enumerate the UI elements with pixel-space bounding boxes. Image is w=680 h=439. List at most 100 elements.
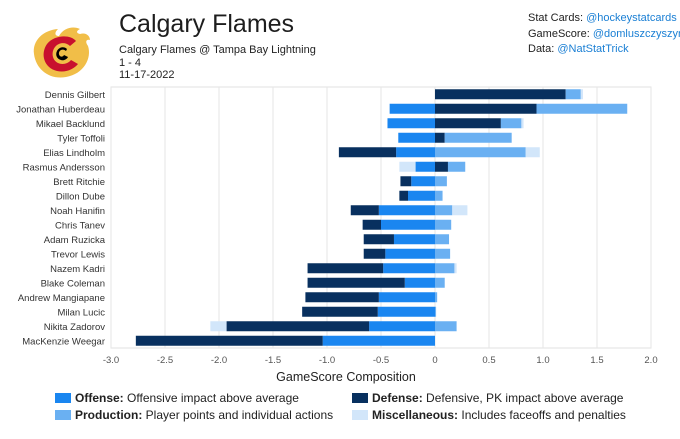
credits: Stat Cards: @hockeystatcards GameScore: … (528, 11, 680, 58)
bar-defense (435, 89, 566, 100)
x-tick-label: 2.0 (644, 355, 657, 366)
bar-production (435, 147, 526, 158)
bar-production (536, 103, 628, 114)
bar-production (500, 118, 522, 129)
bar-defense (399, 190, 408, 201)
bar-production (435, 190, 443, 201)
bar-offense (404, 277, 435, 288)
x-tick-label: -1.0 (319, 355, 335, 366)
bar-defense (302, 306, 378, 317)
bar-production (447, 161, 466, 172)
player-label: Dillon Dube (56, 191, 105, 202)
bar-defense (338, 147, 397, 158)
bar-offense (408, 190, 435, 201)
flames-logo (33, 27, 90, 78)
bar-production (435, 205, 453, 216)
bar-defense (307, 277, 405, 288)
player-label: Brett Ritchie (53, 177, 105, 188)
bar-defense (135, 335, 323, 346)
bar-offense (415, 161, 435, 172)
bar-misc (210, 321, 227, 332)
player-label: Blake Coleman (41, 278, 105, 289)
bar-offense (381, 219, 435, 230)
player-label: Chris Tanev (55, 220, 105, 231)
bar-offense (396, 147, 435, 158)
score: 1 - 4 (119, 56, 142, 69)
x-tick-label: -2.5 (157, 355, 173, 366)
bar-defense (435, 132, 445, 143)
bar-offense (387, 118, 435, 129)
bar-offense (398, 132, 435, 143)
credit-label: GameScore: (528, 27, 590, 40)
x-tick-label: 1.0 (536, 355, 549, 366)
bar-defense (400, 176, 412, 187)
bar-production (435, 248, 451, 259)
x-tick-label: -3.0 (103, 355, 119, 366)
bar-misc (580, 89, 583, 100)
player-label: MacKenzie Weegar (22, 336, 105, 347)
bar-defense (350, 205, 379, 216)
bar-offense (385, 248, 435, 259)
player-label: Trevor Lewis (51, 249, 105, 260)
credit-data: Data: @NatStatTrick (528, 42, 680, 58)
credit-label: Data: (528, 43, 555, 55)
c-letter (43, 36, 78, 72)
player-label: Nazem Kadri (50, 264, 105, 275)
bar-misc (399, 161, 416, 172)
bar-defense (226, 321, 370, 332)
bar-misc (454, 263, 457, 274)
bar-offense (411, 176, 435, 187)
credit-gamescore: GameScore: @domluszczyszyn (528, 27, 680, 43)
bar-production (435, 277, 445, 288)
bar-offense (378, 205, 435, 216)
bar-defense (363, 248, 386, 259)
x-tick-label: -1.5 (265, 355, 281, 366)
bar-offense (393, 234, 435, 245)
bar-production (444, 132, 512, 143)
bar-misc (521, 118, 524, 129)
x-tick-label: 0.5 (482, 355, 495, 366)
credit-handle-link[interactable]: @NatStatTrick (557, 43, 629, 55)
matchup: Calgary Flames @ Tampa Bay Lightning (119, 44, 316, 56)
bar-production (435, 219, 452, 230)
x-tick-label: -2.0 (211, 355, 227, 366)
bar-production (435, 321, 457, 332)
player-label: Milan Lucic (57, 307, 105, 318)
bar-production (435, 263, 455, 274)
player-label: Dennis Gilbert (45, 90, 106, 101)
bar-defense (435, 161, 448, 172)
game-info: Calgary Flames @ Tampa Bay Lightning 1 -… (119, 44, 316, 82)
bar-offense (383, 263, 435, 274)
credit-stat-cards: Stat Cards: @hockeystatcards (528, 11, 680, 27)
bar-offense (322, 335, 435, 346)
player-label: Mikael Backlund (36, 119, 105, 130)
page-title: Calgary Flames (119, 10, 295, 38)
bar-production (565, 89, 581, 100)
bar-offense (389, 103, 435, 114)
player-label: Jonathan Huberdeau (16, 104, 105, 115)
credit-handle-link[interactable]: @hockeystatcards (586, 12, 677, 24)
x-tick-label: -0.5 (373, 355, 389, 366)
bar-defense (362, 219, 381, 230)
bar-offense (378, 292, 435, 303)
bar-defense (305, 292, 379, 303)
player-label: Rasmus Andersson (23, 162, 105, 173)
player-label: Elias Lindholm (43, 148, 105, 159)
player-label: Noah Hanifin (50, 206, 105, 217)
bar-production (435, 306, 437, 317)
x-tick-label: 0 (432, 355, 437, 366)
bar-defense (363, 234, 394, 245)
bar-defense (307, 263, 384, 274)
x-tick-label: 1.5 (590, 355, 603, 366)
bar-production (435, 292, 438, 303)
credit-label: Stat Cards: (528, 12, 584, 24)
credit-handle-link[interactable]: @domluszczyszyn (592, 27, 680, 40)
bar-defense (435, 103, 537, 114)
bar-misc (452, 205, 468, 216)
bar-misc (525, 147, 540, 158)
bar-defense (435, 118, 501, 129)
x-axis-title: GameScore Composition (276, 370, 416, 384)
c-inner (56, 47, 68, 61)
bar-production (435, 234, 450, 245)
